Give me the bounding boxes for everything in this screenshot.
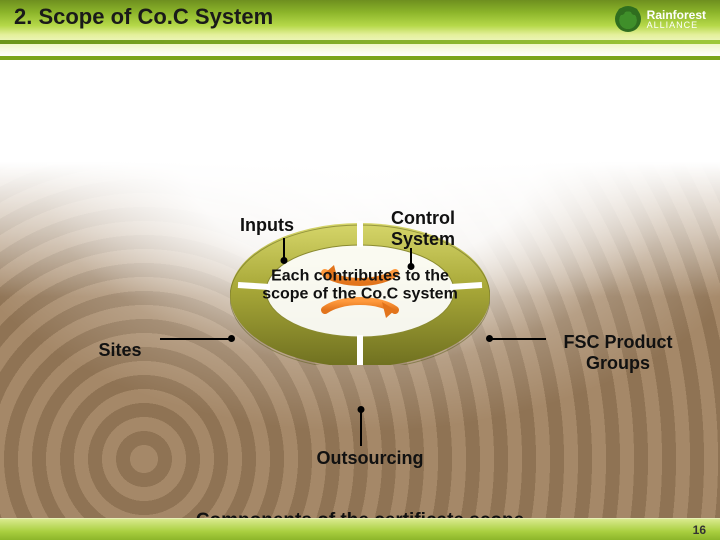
slide-title: 2. Scope of Co.C System — [14, 4, 273, 30]
brand-logo: Rainforest ALLIANCE — [615, 6, 706, 32]
component-label-control: Control System — [368, 208, 478, 249]
ring-center-label: Each contributes to the scope of the Co.… — [260, 268, 460, 305]
frog-icon — [615, 6, 641, 32]
brand-line2: ALLIANCE — [647, 21, 706, 30]
component-label-inputs: Inputs — [222, 215, 312, 236]
page-number: 16 — [693, 523, 706, 537]
connector-control — [410, 248, 412, 266]
slide-header: 2. Scope of Co.C System Rainforest ALLIA… — [0, 0, 720, 60]
component-label-fsc: FSC Product Groups — [548, 332, 688, 373]
connector-out — [360, 410, 362, 446]
component-label-sites: Sites — [80, 340, 160, 361]
scope-diagram: Each contributes to the scope of the Co.… — [0, 90, 720, 480]
component-label-outsourcing: Outsourcing — [290, 448, 450, 469]
slide-footer — [0, 518, 720, 540]
connector-sites-dot — [228, 335, 235, 342]
connector-fsc — [490, 338, 546, 340]
connector-fsc-dot — [486, 335, 493, 342]
brand-line1: Rainforest — [647, 9, 706, 21]
connector-inputs — [283, 238, 285, 260]
connector-sites — [160, 338, 230, 340]
